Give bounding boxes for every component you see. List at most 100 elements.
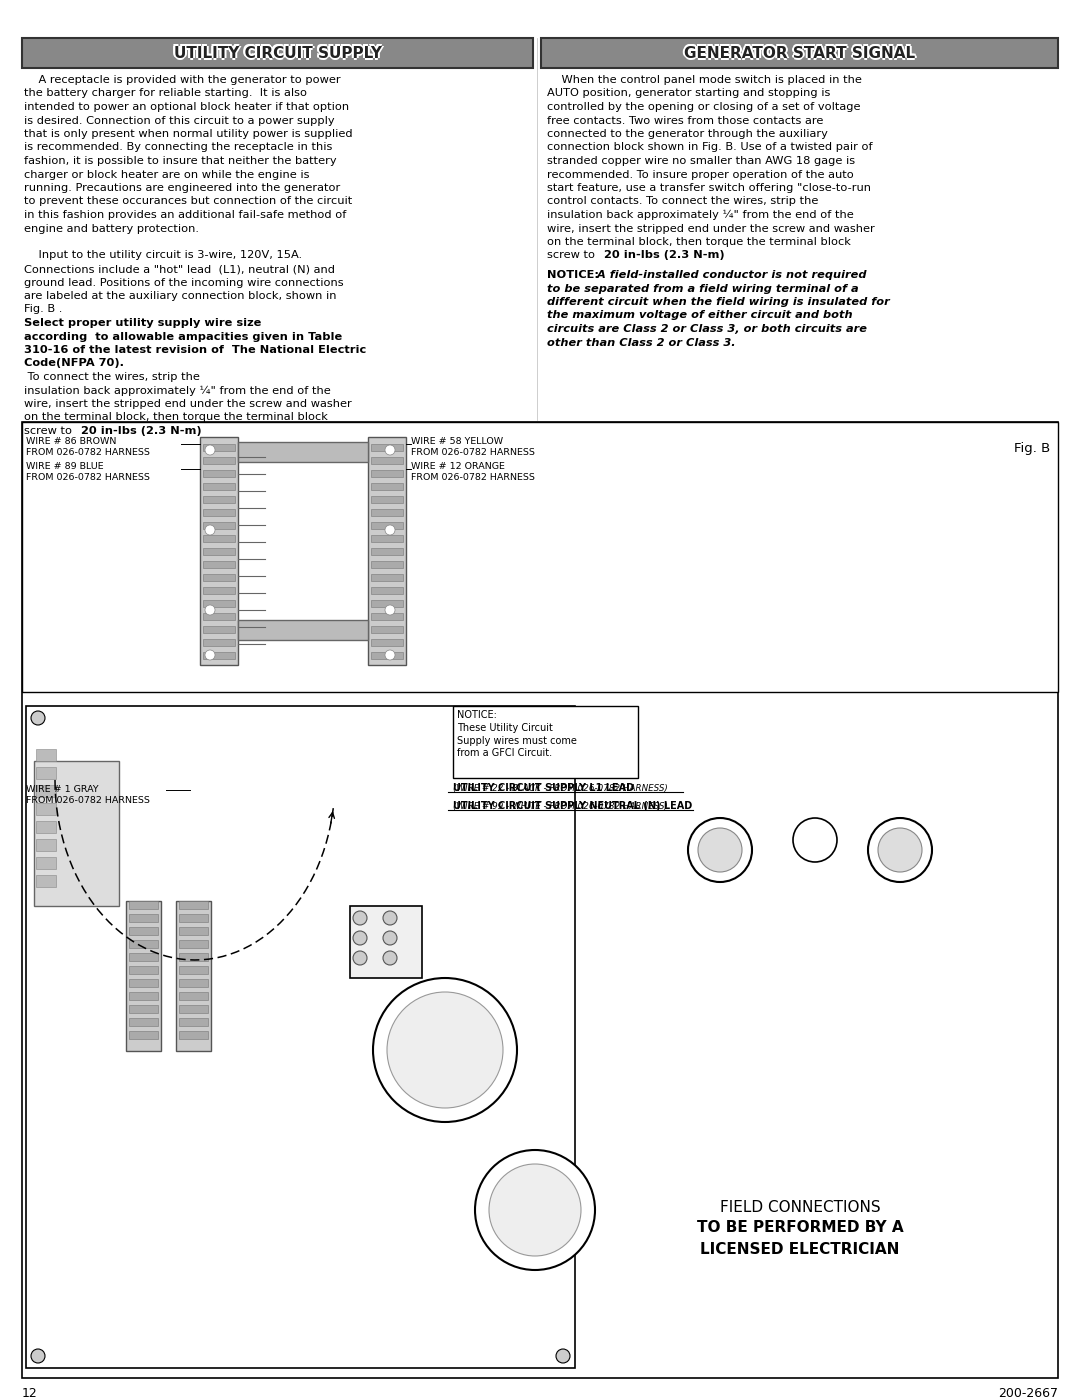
Bar: [129, 1004, 158, 1013]
Text: UTILITY CIRCUIT SUPPLY: UTILITY CIRCUIT SUPPLY: [172, 46, 379, 60]
Circle shape: [384, 525, 395, 535]
Bar: [179, 928, 208, 935]
Bar: [203, 562, 235, 569]
Bar: [179, 1031, 208, 1039]
Bar: [36, 875, 56, 887]
Circle shape: [353, 911, 367, 925]
Text: wire, insert the stripped end under the screw and washer: wire, insert the stripped end under the …: [546, 224, 875, 233]
Text: UTILITY CIRCUIT SUPPLY: UTILITY CIRCUIT SUPPLY: [174, 43, 381, 59]
Bar: [36, 821, 56, 833]
Text: WIRE # 1 GRAY
FROM 026-0782 HARNESS: WIRE # 1 GRAY FROM 026-0782 HARNESS: [26, 785, 150, 805]
Bar: [203, 548, 235, 555]
Bar: [203, 574, 235, 581]
Bar: [36, 749, 56, 761]
Circle shape: [353, 930, 367, 944]
Bar: [129, 901, 158, 909]
Text: screw to: screw to: [24, 426, 76, 436]
Text: are labeled at the auxiliary connection block, shown in: are labeled at the auxiliary connection …: [24, 291, 337, 300]
Text: the maximum voltage of either circuit and both: the maximum voltage of either circuit an…: [546, 310, 852, 320]
Bar: [36, 803, 56, 814]
Text: insulation back approximately ¼" from the end of the: insulation back approximately ¼" from th…: [546, 210, 854, 221]
Text: NOTICE:: NOTICE:: [546, 270, 599, 279]
Text: WIRE # 12 ORANGE
FROM 026-0782 HARNESS: WIRE # 12 ORANGE FROM 026-0782 HARNESS: [411, 462, 535, 482]
Bar: [368, 437, 406, 665]
Bar: [203, 652, 235, 659]
Text: engine and battery protection.: engine and battery protection.: [24, 224, 199, 233]
Bar: [22, 38, 534, 68]
Bar: [129, 965, 158, 974]
Bar: [203, 613, 235, 620]
Text: controlled by the opening or closing of a set of voltage: controlled by the opening or closing of …: [546, 102, 861, 112]
Bar: [22, 422, 1058, 1377]
Bar: [372, 457, 403, 464]
Text: stranded copper wire no smaller than AWG 18 gage is: stranded copper wire no smaller than AWG…: [546, 156, 855, 166]
Text: free contacts. Two wires from those contacts are: free contacts. Two wires from those cont…: [546, 116, 823, 126]
Text: Input to the utility circuit is 3-wire, 120V, 15A.: Input to the utility circuit is 3-wire, …: [24, 250, 302, 260]
Text: recommended. To insure proper operation of the auto: recommended. To insure proper operation …: [546, 169, 854, 179]
Text: GENERATOR START SIGNAL: GENERATOR START SIGNAL: [683, 46, 914, 61]
Text: is desired. Connection of this circuit to a power supply: is desired. Connection of this circuit t…: [24, 116, 335, 126]
Circle shape: [383, 930, 397, 944]
Text: circuits are Class 2 or Class 3, or both circuits are: circuits are Class 2 or Class 3, or both…: [546, 324, 867, 334]
Text: Code(NFPA 70).: Code(NFPA 70).: [24, 359, 124, 369]
Bar: [238, 620, 368, 640]
Bar: [36, 767, 56, 780]
Bar: [453, 705, 638, 778]
Bar: [179, 1018, 208, 1025]
Text: When the control panel mode switch is placed in the: When the control panel mode switch is pl…: [546, 75, 862, 85]
Text: 200-2667: 200-2667: [998, 1387, 1058, 1397]
Bar: [372, 496, 403, 503]
Bar: [372, 613, 403, 620]
Text: 20 in-lbs (2.3 N-m): 20 in-lbs (2.3 N-m): [81, 426, 202, 436]
Text: 310-16 of the latest revision of  The National Electric: 310-16 of the latest revision of The Nat…: [24, 345, 366, 355]
Circle shape: [205, 446, 215, 455]
Circle shape: [384, 605, 395, 615]
Text: A receptacle is provided with the generator to power: A receptacle is provided with the genera…: [24, 75, 340, 85]
Bar: [350, 907, 422, 978]
Text: GENERATOR START SIGNAL: GENERATOR START SIGNAL: [685, 45, 916, 60]
Circle shape: [556, 711, 570, 725]
Text: (WIRE # 22 - BLACK - FROM 026-0782 HARNESS): (WIRE # 22 - BLACK - FROM 026-0782 HARNE…: [453, 774, 667, 793]
Bar: [203, 496, 235, 503]
Bar: [129, 992, 158, 1000]
Bar: [372, 638, 403, 645]
Circle shape: [489, 1164, 581, 1256]
Text: A field-installed conductor is not required: A field-installed conductor is not requi…: [593, 270, 866, 279]
Bar: [36, 856, 56, 869]
Circle shape: [698, 828, 742, 872]
Text: UTILITY CIRCUIT SUPPLY: UTILITY CIRCUIT SUPPLY: [174, 47, 381, 63]
Circle shape: [384, 446, 395, 455]
Text: fashion, it is possible to insure that neither the battery: fashion, it is possible to insure that n…: [24, 156, 337, 166]
Circle shape: [793, 819, 837, 862]
Text: Connections include a "hot" lead  (L1), neutral (N) and: Connections include a "hot" lead (L1), n…: [24, 264, 335, 274]
Bar: [203, 535, 235, 542]
Bar: [129, 953, 158, 961]
Text: .: .: [193, 426, 197, 436]
Bar: [176, 901, 211, 1051]
Bar: [36, 785, 56, 798]
Text: TO BE PERFORMED BY A: TO BE PERFORMED BY A: [697, 1220, 903, 1235]
Text: UTILITY CIRCUIT SUPPLY: UTILITY CIRCUIT SUPPLY: [175, 46, 382, 61]
Bar: [36, 840, 56, 851]
Bar: [203, 638, 235, 645]
Bar: [129, 914, 158, 922]
Text: connection block shown in Fig. B. Use of a twisted pair of: connection block shown in Fig. B. Use of…: [546, 142, 873, 152]
Circle shape: [205, 605, 215, 615]
Bar: [129, 928, 158, 935]
Text: Fig. B .: Fig. B .: [24, 305, 66, 314]
Circle shape: [556, 1350, 570, 1363]
Text: GENERATOR START SIGNAL: GENERATOR START SIGNAL: [686, 46, 917, 60]
Bar: [129, 1031, 158, 1039]
Text: .: .: [716, 250, 719, 260]
Text: on the terminal block, then torque the terminal block: on the terminal block, then torque the t…: [546, 237, 851, 247]
Text: 12: 12: [22, 1387, 38, 1397]
Text: To connect the wires, strip the: To connect the wires, strip the: [24, 372, 200, 381]
Bar: [126, 901, 161, 1051]
Circle shape: [383, 951, 397, 965]
Bar: [179, 940, 208, 949]
Text: NOTICE:
These Utility Circuit
Supply wires must come
from a GFCI Circuit.: NOTICE: These Utility Circuit Supply wir…: [457, 710, 577, 759]
Bar: [203, 626, 235, 633]
Text: according  to allowable ampacities given in Table: according to allowable ampacities given …: [24, 331, 342, 341]
Text: UTILITY CIRCUIT SUPPLY: UTILITY CIRCUIT SUPPLY: [175, 46, 383, 60]
Text: GENERATOR START SIGNAL: GENERATOR START SIGNAL: [681, 46, 913, 60]
